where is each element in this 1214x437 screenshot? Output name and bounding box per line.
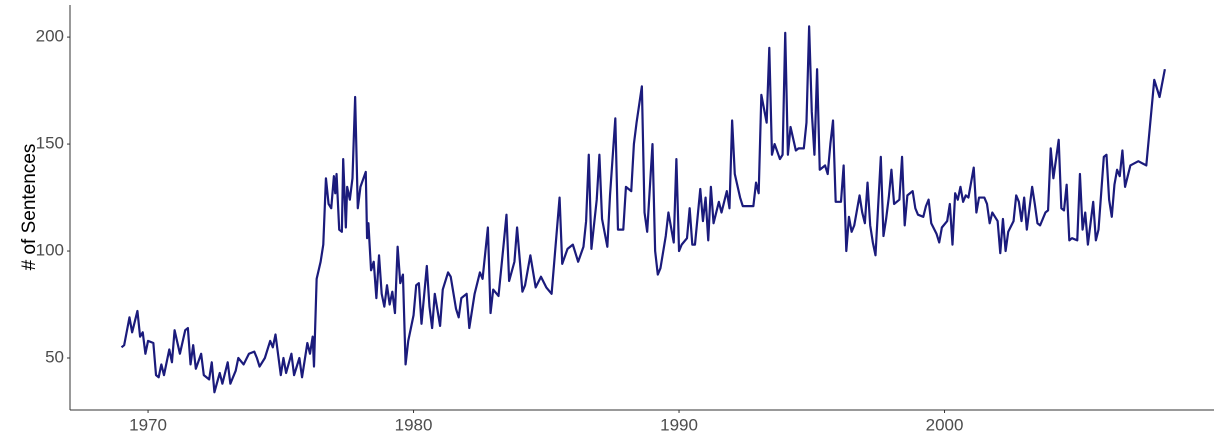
y-axis-label: # of Sentences [19, 144, 40, 271]
data-line [120, 25, 1166, 394]
x-tick-label: 1990 [660, 415, 698, 434]
x-tick-label: 1980 [395, 415, 433, 434]
y-tick-label: 150 [36, 134, 64, 153]
y-tick-label: 50 [45, 347, 64, 366]
x-tick-label: 1970 [129, 415, 167, 434]
y-tick-label: 200 [36, 27, 64, 46]
x-tick-label: 2000 [926, 415, 964, 434]
y-tick-label: 100 [36, 241, 64, 260]
